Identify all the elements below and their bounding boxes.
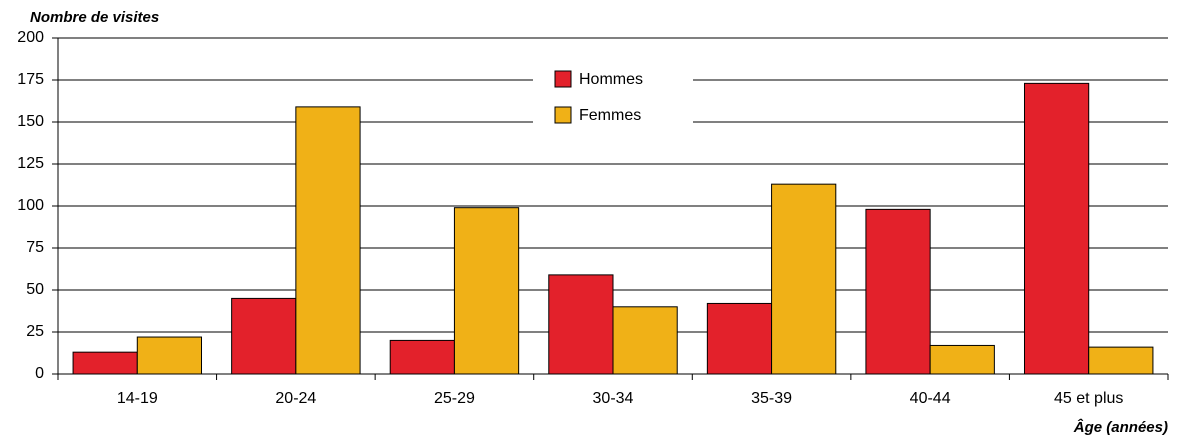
x-tick-label: 20-24: [275, 390, 316, 407]
bar: [865, 208, 931, 375]
y-axis-title: Nombre de visites: [30, 9, 159, 26]
bar: [389, 339, 455, 375]
y-tick-label: 25: [26, 323, 44, 340]
bar: [612, 306, 678, 375]
bar: [72, 351, 138, 375]
y-tick-label: 50: [26, 281, 44, 298]
y-tick-label: 150: [17, 113, 44, 130]
x-tick-label: 30-34: [593, 390, 634, 407]
x-tick-label: 14-19: [117, 390, 158, 407]
x-tick-label: 40-44: [910, 390, 951, 407]
legend-swatch: [554, 106, 572, 124]
bar: [771, 183, 837, 375]
bar: [1088, 346, 1154, 375]
bar: [548, 274, 614, 375]
y-tick-label: 175: [17, 71, 44, 88]
y-tick-label: 0: [35, 365, 44, 382]
legend-label: Hommes: [579, 71, 643, 88]
x-tick-label: 25-29: [434, 390, 475, 407]
y-tick-label: 100: [17, 197, 44, 214]
bar: [231, 297, 297, 375]
x-axis-title: Âge (années): [1073, 418, 1168, 436]
x-tick-label: 35-39: [751, 390, 792, 407]
legend-swatch: [554, 70, 572, 88]
y-tick-label: 75: [26, 239, 44, 256]
bar: [929, 344, 995, 375]
bar: [453, 207, 520, 375]
bar: [706, 302, 773, 375]
y-tick-label: 200: [17, 29, 44, 46]
bar: [295, 106, 361, 375]
x-tick-label: 45 et plus: [1054, 390, 1123, 407]
y-tick-label: 125: [17, 155, 44, 172]
legend-label: Femmes: [579, 107, 641, 124]
bar: [1023, 82, 1090, 375]
bar: [136, 336, 203, 375]
